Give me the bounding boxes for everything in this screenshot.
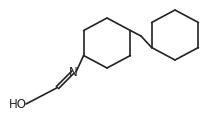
Text: HO: HO (9, 98, 27, 110)
Text: N: N (69, 66, 77, 78)
